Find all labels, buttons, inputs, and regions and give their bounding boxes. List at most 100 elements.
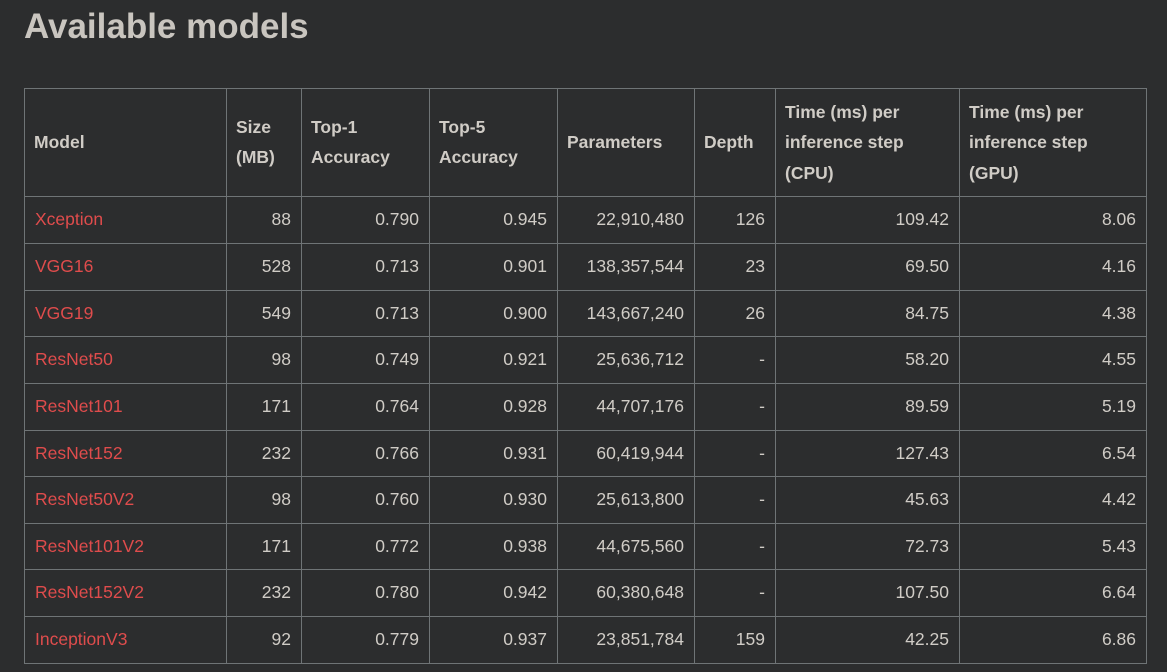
model-link-xception[interactable]: Xception [35, 209, 104, 230]
top-1-accuracy-value: 0.790 [301, 196, 430, 244]
size-mb-value: 171 [226, 522, 302, 571]
top-5-accuracy-value: 0.937 [429, 616, 558, 664]
top-1-accuracy-value: 0.713 [301, 289, 430, 338]
model-link-resnet50v2[interactable]: ResNet50V2 [35, 489, 135, 510]
model-cell: VGG19 [24, 289, 227, 338]
top-5-accuracy-value: 0.921 [429, 336, 558, 384]
column-header-time-ms-per-inference-step-cpu: Time (ms) per inference step (CPU) [775, 87, 960, 198]
column-header-parameters: Parameters [557, 87, 695, 198]
model-link-resnet101v2[interactable]: ResNet101V2 [35, 535, 144, 556]
time-ms-per-inference-step-cpu-value: 89.59 [775, 382, 960, 431]
time-ms-per-inference-step-gpu-value: 4.42 [959, 476, 1147, 524]
table-row-resnet152: ResNet152 232 0.766 0.931 60,419,944-127.43 6… [24, 429, 1147, 478]
top-1-accuracy-value: 0.749 [301, 336, 430, 384]
top-1-accuracy-value: 0.713 [301, 243, 430, 291]
table-row-resnet152v2: ResNet152V2 232 0.780 0.942 60,380,648-107.5… [24, 569, 1147, 617]
time-ms-per-inference-step-gpu-value: 8.06 [959, 196, 1147, 244]
depth-value: - [694, 336, 776, 384]
time-ms-per-inference-step-cpu-value: 58.20 [775, 336, 960, 384]
top-5-accuracy-value: 0.901 [429, 243, 558, 291]
parameters-value: 23,851,784 [557, 616, 695, 664]
model-link-inceptionv3[interactable]: InceptionV3 [35, 629, 128, 649]
time-ms-per-inference-step-cpu-value: 127.43 [775, 429, 960, 478]
time-ms-per-inference-step-cpu-value: 84.75 [775, 289, 960, 338]
top-5-accuracy-value: 0.931 [429, 429, 558, 478]
parameters-value: 25,613,800 [557, 476, 695, 524]
time-ms-per-inference-step-gpu-value: 5.19 [959, 382, 1147, 431]
parameters-value: 60,419,944 [557, 429, 695, 478]
table-row-resnet50v2: ResNet50V2 98 0.760 0.930 25,613,800-45.63 4.… [24, 476, 1147, 524]
table-row-vgg19: VGG19 549 0.713 0.900 143,667,240 26 84.75 4.38 [24, 289, 1147, 338]
time-ms-per-inference-step-gpu-value: 6.64 [959, 569, 1147, 617]
model-link-vgg16[interactable]: VGG16 [35, 256, 94, 276]
time-ms-per-inference-step-cpu-value: 69.50 [775, 243, 960, 291]
parameters-value: 44,707,176 [557, 382, 695, 431]
parameters-value: 143,667,240 [557, 289, 695, 338]
model-link-resnet50[interactable]: ResNet50 [35, 349, 113, 370]
top-1-accuracy-value: 0.779 [301, 616, 430, 664]
model-cell: ResNet101 [24, 382, 227, 431]
column-header-depth: Depth [694, 87, 776, 198]
time-ms-per-inference-step-gpu-value: 5.43 [959, 522, 1147, 571]
available-models-table: Model Size (MB) Top-1 Accuracy Top-5 Accura… [24, 87, 1147, 664]
model-cell: Xception [24, 196, 227, 244]
table-body: Xception 88 0.790 0.945 22,910,480 126 109.42 8… [24, 196, 1147, 664]
column-header-time-ms-per-inference-step-gpu: Time (ms) per inference step (GPU) [959, 87, 1147, 198]
model-link-resnet152[interactable]: ResNet152 [35, 442, 123, 463]
model-cell: VGG16 [24, 243, 227, 291]
column-header-model: Model [24, 87, 227, 198]
top-5-accuracy-value: 0.900 [429, 289, 558, 338]
model-cell: InceptionV3 [24, 616, 227, 664]
column-header-size-mb: Size (MB) [226, 87, 302, 198]
depth-value: 23 [694, 243, 776, 291]
top-1-accuracy-value: 0.760 [301, 476, 430, 524]
depth-value: - [694, 476, 776, 524]
top-1-accuracy-value: 0.780 [301, 569, 430, 617]
model-cell: ResNet152V2 [24, 569, 227, 617]
time-ms-per-inference-step-gpu-value: 4.16 [959, 243, 1147, 291]
size-mb-value: 88 [226, 196, 302, 244]
table-row-xception: Xception 88 0.790 0.945 22,910,480 126 109.42 8… [24, 196, 1147, 244]
depth-value: 126 [694, 196, 776, 244]
table-row-inceptionv3: InceptionV3 92 0.779 0.937 23,851,784 159 42.2… [24, 616, 1147, 664]
depth-value: - [694, 522, 776, 571]
size-mb-value: 528 [226, 243, 302, 291]
top-5-accuracy-value: 0.945 [429, 196, 558, 244]
top-1-accuracy-value: 0.772 [301, 522, 430, 571]
top-5-accuracy-value: 0.930 [429, 476, 558, 524]
top-5-accuracy-value: 0.942 [429, 569, 558, 617]
time-ms-per-inference-step-cpu-value: 45.63 [775, 476, 960, 524]
parameters-value: 44,675,560 [557, 522, 695, 571]
top-1-accuracy-value: 0.766 [301, 429, 430, 478]
depth-value: - [694, 569, 776, 617]
top-5-accuracy-value: 0.938 [429, 522, 558, 571]
model-cell: ResNet50 [24, 336, 227, 384]
time-ms-per-inference-step-gpu-value: 6.54 [959, 429, 1147, 478]
model-cell: ResNet50V2 [24, 476, 227, 524]
time-ms-per-inference-step-gpu-value: 4.38 [959, 289, 1147, 338]
parameters-value: 60,380,648 [557, 569, 695, 617]
top-5-accuracy-value: 0.928 [429, 382, 558, 431]
size-mb-value: 98 [226, 476, 302, 524]
time-ms-per-inference-step-gpu-value: 6.86 [959, 616, 1147, 664]
table-row-resnet101: ResNet101 171 0.764 0.928 44,707,176-89.59 5.… [24, 382, 1147, 431]
time-ms-per-inference-step-cpu-value: 107.50 [775, 569, 960, 617]
model-link-resnet101[interactable]: ResNet101 [35, 395, 123, 416]
depth-value: - [694, 429, 776, 478]
page-title: Available models [24, 7, 309, 46]
model-link-resnet152v2[interactable]: ResNet152V2 [35, 582, 144, 603]
size-mb-value: 232 [226, 429, 302, 478]
model-cell: ResNet101V2 [24, 522, 227, 571]
column-header-top-5-accuracy: Top-5 Accuracy [429, 87, 558, 198]
size-mb-value: 232 [226, 569, 302, 617]
header-row: Model Size (MB) Top-1 Accuracy Top-5 Accura… [24, 87, 1147, 198]
table-row-vgg16: VGG16 528 0.713 0.901 138,357,544 23 69.50 4.16 [24, 243, 1147, 291]
table-row-resnet101v2: ResNet101V2 171 0.772 0.938 44,675,560-72.73… [24, 522, 1147, 571]
top-1-accuracy-value: 0.764 [301, 382, 430, 431]
depth-value: - [694, 382, 776, 431]
model-link-vgg19[interactable]: VGG19 [35, 302, 94, 323]
parameters-value: 22,910,480 [557, 196, 695, 244]
table-row-resnet50: ResNet50 98 0.749 0.921 25,636,712-58.20 4.55 [24, 336, 1147, 384]
time-ms-per-inference-step-gpu-value: 4.55 [959, 336, 1147, 384]
parameters-value: 25,636,712 [557, 336, 695, 384]
